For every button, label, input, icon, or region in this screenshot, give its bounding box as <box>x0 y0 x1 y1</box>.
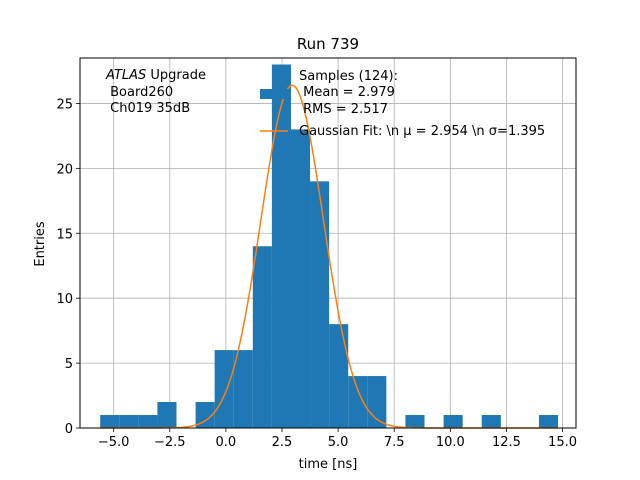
histogram-bar <box>443 415 463 428</box>
atlas-experiment-name: ATLAS <box>105 68 146 83</box>
channel-label: Ch019 35dB <box>106 101 190 116</box>
histogram-bar <box>252 246 272 428</box>
x-tick-label: 0.0 <box>216 435 237 450</box>
y-tick-label: 15 <box>56 227 73 242</box>
atlas-label: ATLAS Upgrade <box>105 68 206 83</box>
chart-title: Run 739 <box>297 35 359 53</box>
y-tick-label: 20 <box>56 162 73 177</box>
histogram-bar <box>405 415 425 428</box>
y-axis-ticks: 0 5 10 15 20 25 <box>56 97 80 437</box>
plot-frame <box>79 57 577 429</box>
y-tick-label: 5 <box>65 357 73 372</box>
x-tick-label: −5.0 <box>98 435 130 450</box>
board-label: Board260 <box>106 85 173 100</box>
legend-samples-title: Samples (124): <box>299 69 398 84</box>
experiment-annotation: ATLAS Upgrade Board260 Ch019 35dB <box>105 68 206 116</box>
legend: Samples (124): Mean = 2.979 RMS = 2.517 … <box>260 69 545 139</box>
histogram-bars <box>100 64 559 429</box>
x-tick-label: −2.5 <box>154 435 186 450</box>
legend-samples-mean: Mean = 2.979 <box>299 85 395 100</box>
y-tick-label: 10 <box>56 292 73 307</box>
histogram-bar <box>367 376 387 428</box>
x-tick-label: 10.0 <box>436 435 465 450</box>
y-axis-label: Entries <box>33 221 48 267</box>
y-tick-label: 0 <box>65 422 73 437</box>
x-tick-label: 5.0 <box>328 435 349 450</box>
histogram-bar <box>271 64 291 429</box>
histogram-bar <box>290 129 311 428</box>
histogram-bar <box>233 350 253 428</box>
x-tick-label: 12.5 <box>492 435 521 450</box>
x-axis-ticks: −5.0 −2.5 0.0 2.5 5.0 7.5 10.0 12.5 15.0 <box>98 428 577 450</box>
histogram-bar <box>195 402 215 428</box>
histogram-bar <box>329 324 349 428</box>
histogram-bar <box>481 415 501 428</box>
histogram-bar <box>538 415 559 428</box>
histogram-bar <box>310 181 330 428</box>
histogram-bar <box>100 415 120 428</box>
x-tick-label: 15.0 <box>548 435 577 450</box>
atlas-upgrade-suffix: Upgrade <box>146 68 206 83</box>
histogram-bar <box>119 415 139 428</box>
x-axis-label: time [ns] <box>299 457 358 472</box>
y-tick-label: 25 <box>56 97 73 112</box>
legend-samples-rms: RMS = 2.517 <box>299 102 388 117</box>
x-tick-label: 2.5 <box>272 435 293 450</box>
histogram-bar <box>214 350 234 428</box>
x-tick-label: 7.5 <box>384 435 405 450</box>
histogram-bar <box>138 415 158 428</box>
histogram-bar <box>157 402 177 428</box>
legend-fit-label: Gaussian Fit: \n μ = 2.954 \n σ=1.395 <box>299 124 545 139</box>
histogram-bar <box>348 376 368 428</box>
legend-samples-swatch <box>260 89 288 99</box>
